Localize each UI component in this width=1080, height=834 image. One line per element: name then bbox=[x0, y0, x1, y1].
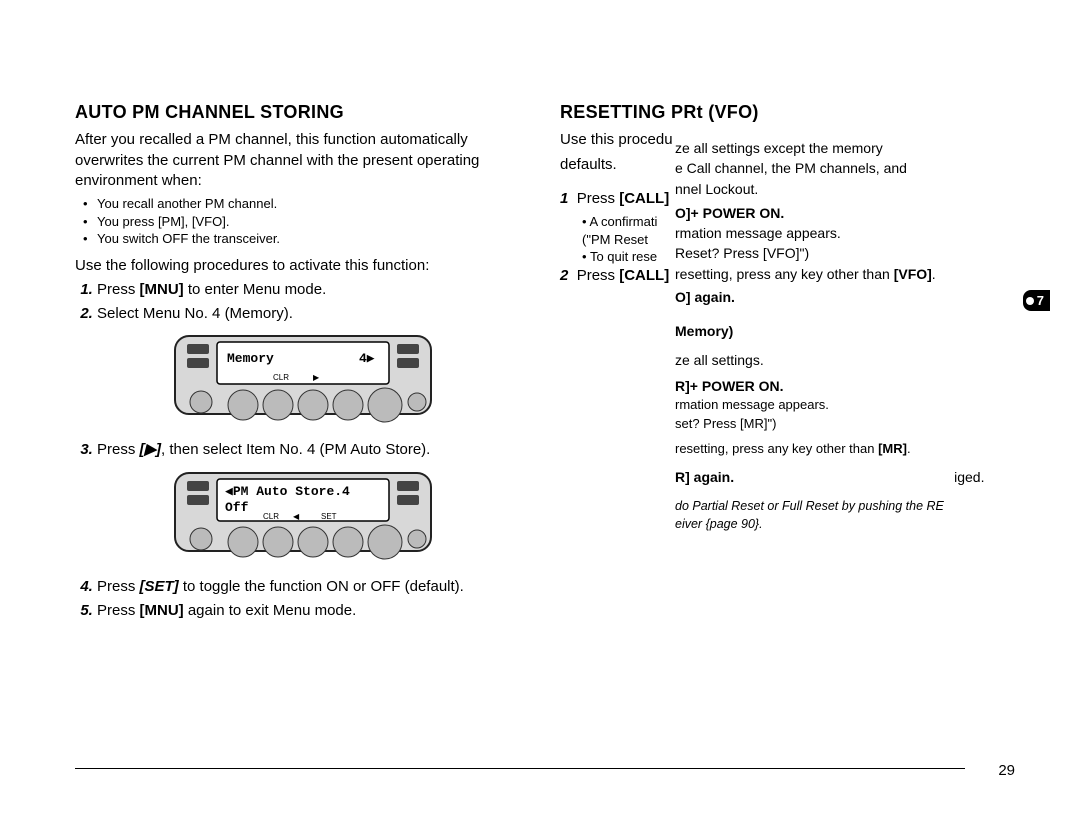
r-sub1: A confirmati ("PM Reset To quit rese bbox=[560, 213, 1020, 266]
right-column: RESETTING PRt (VFO) Use this procedu def… bbox=[560, 100, 1020, 625]
svg-text:◀: ◀ bbox=[293, 512, 300, 521]
device-image-1: Memory 4▶ CLR ▶ bbox=[173, 330, 433, 430]
left-heading: AUTO PM CHANNEL STORING bbox=[75, 100, 530, 124]
svg-text:CLR: CLR bbox=[273, 373, 289, 382]
step-1: Press [MNU] to enter Menu mode. bbox=[97, 280, 530, 300]
right-heading: RESETTING PRt (VFO) bbox=[560, 100, 1020, 124]
device-image-2: ◀PM Auto Store.4 Off CLR ◀ SET bbox=[173, 467, 433, 567]
left-column: AUTO PM CHANNEL STORING After you recall… bbox=[75, 100, 530, 625]
bullet-3: You switch OFF the transceiver. bbox=[97, 230, 530, 248]
step-3: Press [▶], then select Item No. 4 (PM Au… bbox=[97, 440, 530, 460]
svg-text:CLR: CLR bbox=[263, 512, 279, 521]
svg-text:Memory: Memory bbox=[227, 351, 274, 366]
left-steps-4: Press [SET] to toggle the function ON or… bbox=[75, 577, 530, 622]
step-2: Select Menu No. 4 (Memory). bbox=[97, 304, 530, 324]
footer-rule bbox=[75, 768, 965, 769]
r-line2: defaults. bbox=[560, 155, 1020, 175]
left-lead2: Use the following procedures to activate… bbox=[75, 256, 530, 276]
bullet-2: You press [PM], [VFO]. bbox=[97, 213, 530, 231]
r-step1: 1 Press [CALL] bbox=[560, 189, 1020, 209]
svg-text:4▶: 4▶ bbox=[359, 351, 375, 366]
svg-text:◀PM Auto Store.4: ◀PM Auto Store.4 bbox=[225, 484, 350, 499]
step-5: Press [MNU] again to exit Menu mode. bbox=[97, 601, 530, 621]
svg-text:SET: SET bbox=[321, 512, 337, 521]
page-number: 29 bbox=[998, 762, 1015, 779]
svg-text:▶: ▶ bbox=[313, 373, 320, 382]
r-step2: 2 Press [CALL] bbox=[560, 266, 1020, 286]
r-line1: Use this procedu bbox=[560, 130, 1020, 150]
left-steps-3: Press [▶], then select Item No. 4 (PM Au… bbox=[75, 440, 530, 460]
bullet-1: You recall another PM channel. bbox=[97, 195, 530, 213]
svg-text:Off: Off bbox=[225, 500, 249, 515]
left-bullets: You recall another PM channel. You press… bbox=[75, 195, 530, 248]
left-intro: After you recalled a PM channel, this fu… bbox=[75, 130, 530, 191]
step-4: Press [SET] to toggle the function ON or… bbox=[97, 577, 530, 597]
left-steps: Press [MNU] to enter Menu mode. Select M… bbox=[75, 280, 530, 325]
section-tab: 7 bbox=[1023, 290, 1050, 311]
